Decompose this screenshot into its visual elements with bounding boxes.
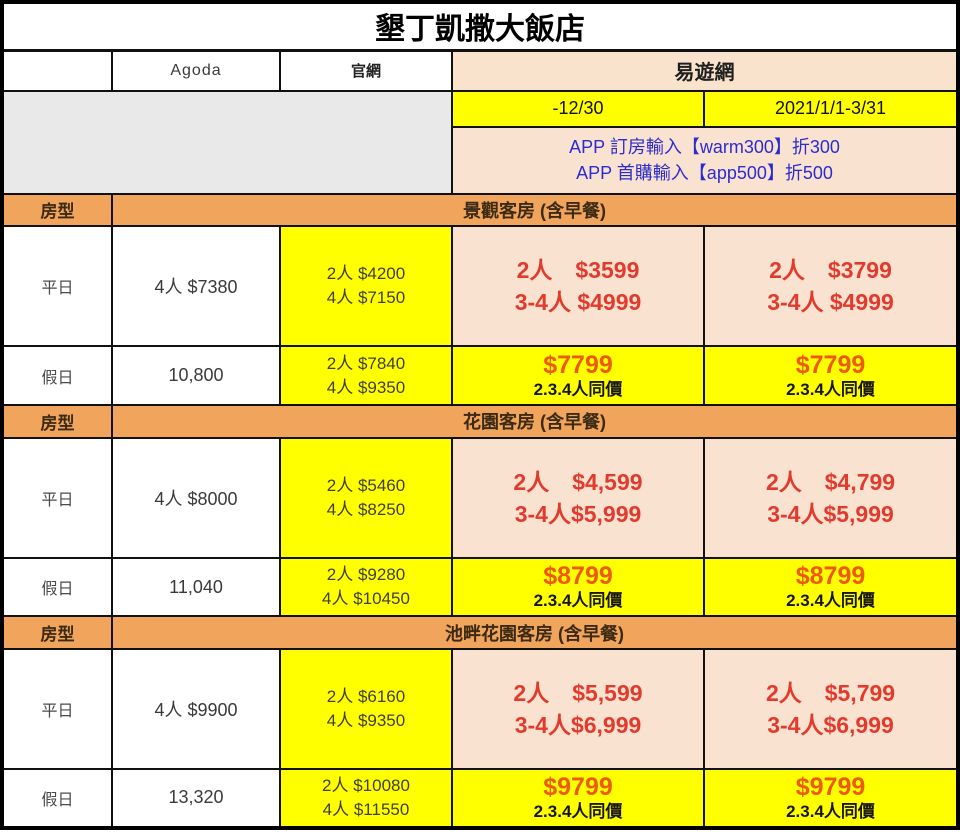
ez-price-s3-weekday-p1: 2人 $5,599 3-4人$6,999 xyxy=(451,648,705,770)
row-label-weekday-1: 平日 xyxy=(1,225,113,348)
price-line: 3-4人$5,999 xyxy=(514,500,642,527)
price-line: 4人 $9350 xyxy=(326,710,406,730)
agoda-price-s1-weekday: 4人 $7380 xyxy=(111,225,281,348)
agoda-price-s3-holiday: 13,320 xyxy=(111,767,281,830)
price-line: 2人 $4200 xyxy=(326,264,406,284)
agoda-price-s2-weekday: 4人 $8000 xyxy=(111,436,281,559)
ez-price-s3-holiday-p1: $9799 2.3.4人同價 xyxy=(451,767,705,830)
price-line: 2人 $5460 xyxy=(326,475,406,495)
price-line: 4人 $8250 xyxy=(326,499,406,519)
corner-empty-cell xyxy=(1,49,113,92)
price-line: 3-4人$6,999 xyxy=(767,711,894,738)
section-header-garden-room: 花園客房 (含早餐) xyxy=(110,404,960,439)
ez-price-s2-holiday-p1: $8799 2.3.4人同價 xyxy=(451,556,705,618)
ez-price-s1-weekday-p2: 2人 $3799 3-4人 $4999 xyxy=(702,225,960,348)
price-line: 4人 $9350 xyxy=(326,377,406,397)
col-header-official-site: 官網 xyxy=(279,49,453,92)
col-header-agoda: Agoda xyxy=(111,49,281,92)
holiday-price: $8799 xyxy=(795,562,866,590)
holiday-price: $7799 xyxy=(795,350,866,379)
price-line: 2人 $5,799 xyxy=(765,679,896,706)
row-label-holiday-2: 假日 xyxy=(1,556,113,618)
official-price-s1-holiday: 2人 $7840 4人 $9350 xyxy=(279,345,453,407)
price-line: 3-4人$5,999 xyxy=(767,500,894,527)
agoda-price-s1-holiday: 10,800 xyxy=(111,345,281,407)
section-header-scenic-room: 景觀客房 (含早餐) xyxy=(110,192,960,228)
ez-price-s2-weekday-p2: 2人 $4,799 3-4人$5,999 xyxy=(702,436,960,559)
price-line: 4人 $11550 xyxy=(322,799,410,819)
ez-price-s3-weekday-p2: 2人 $5,799 3-4人$6,999 xyxy=(702,648,960,770)
price-line: 2人 $7840 xyxy=(326,353,406,373)
holiday-price: $8799 xyxy=(543,562,613,590)
col-header-eztravel: 易遊網 xyxy=(450,49,960,92)
price-line: 2人 $4,799 xyxy=(765,468,896,495)
ez-price-s3-holiday-p2: $9799 2.3.4人同價 xyxy=(702,767,960,830)
same-price-note: 2.3.4人同價 xyxy=(786,379,875,399)
price-line: 2人 $6160 xyxy=(326,686,406,706)
holiday-price: $9799 xyxy=(795,772,866,801)
price-line: 2人 $10080 xyxy=(322,775,410,795)
promo-line-1: APP 訂房輸入【warm300】折300 xyxy=(569,137,840,158)
price-line: 4人 $10450 xyxy=(322,589,410,608)
row-label-weekday-3: 平日 xyxy=(1,648,113,770)
page-title: 墾丁凱撒大飯店 xyxy=(0,0,960,52)
room-type-label-3: 房型 xyxy=(1,615,113,651)
price-line: 2人 $9280 xyxy=(326,565,406,584)
price-line: 2人 $5,599 xyxy=(513,679,643,706)
date-period-1: -12/30 xyxy=(451,89,705,128)
promo-line-2: APP 首購輸入【app500】折500 xyxy=(576,163,833,184)
date-period-2: 2021/1/1-3/31 xyxy=(702,89,960,128)
same-price-note: 2.3.4人同價 xyxy=(533,801,623,821)
same-price-note: 2.3.4人同價 xyxy=(786,591,875,610)
price-line: 2人 $3599 xyxy=(516,257,640,284)
ez-price-s1-holiday-p2: $7799 2.3.4人同價 xyxy=(702,345,960,407)
ez-price-s1-holiday-p1: $7799 2.3.4人同價 xyxy=(451,345,705,407)
holiday-price: $9799 xyxy=(543,772,613,801)
agoda-price-s2-holiday: 11,040 xyxy=(111,556,281,618)
official-price-s2-weekday: 2人 $5460 4人 $8250 xyxy=(279,436,453,559)
row-label-holiday-1: 假日 xyxy=(1,345,113,407)
official-price-s3-weekday: 2人 $6160 4人 $9350 xyxy=(279,648,453,770)
official-price-s3-holiday: 2人 $10080 4人 $11550 xyxy=(279,767,453,830)
agoda-price-s3-weekday: 4人 $9900 xyxy=(111,648,281,770)
same-price-note: 2.3.4人同價 xyxy=(533,591,623,610)
price-line: 3-4人 $4999 xyxy=(767,289,894,316)
app-promo-note: APP 訂房輸入【warm300】折300 APP 首購輸入【app500】折5… xyxy=(450,125,960,195)
same-price-note: 2.3.4人同價 xyxy=(786,801,875,821)
official-price-s1-weekday: 2人 $4200 4人 $7150 xyxy=(279,225,453,348)
price-line: 3-4人$6,999 xyxy=(514,711,642,738)
holiday-price: $7799 xyxy=(543,350,613,379)
ez-price-s1-weekday-p1: 2人 $3599 3-4人 $4999 xyxy=(451,225,705,348)
ez-price-s2-holiday-p2: $8799 2.3.4人同價 xyxy=(702,556,960,618)
official-price-s2-holiday: 2人 $9280 4人 $10450 xyxy=(279,556,453,618)
same-price-note: 2.3.4人同價 xyxy=(533,379,623,399)
ez-price-s2-weekday-p1: 2人 $4,599 3-4人$5,999 xyxy=(451,436,705,559)
room-type-label-1: 房型 xyxy=(1,192,113,228)
price-line: 2人 $3799 xyxy=(769,257,892,284)
price-line: 2人 $4,599 xyxy=(513,468,643,495)
row-label-holiday-3: 假日 xyxy=(1,767,113,830)
price-line: 4人 $7150 xyxy=(326,288,406,308)
row-label-weekday-2: 平日 xyxy=(1,436,113,559)
room-type-label-2: 房型 xyxy=(1,404,113,439)
grey-spacer-cell xyxy=(1,89,453,195)
section-header-poolside-garden-room: 池畔花園客房 (含早餐) xyxy=(110,615,960,651)
price-line: 3-4人 $4999 xyxy=(514,289,642,316)
